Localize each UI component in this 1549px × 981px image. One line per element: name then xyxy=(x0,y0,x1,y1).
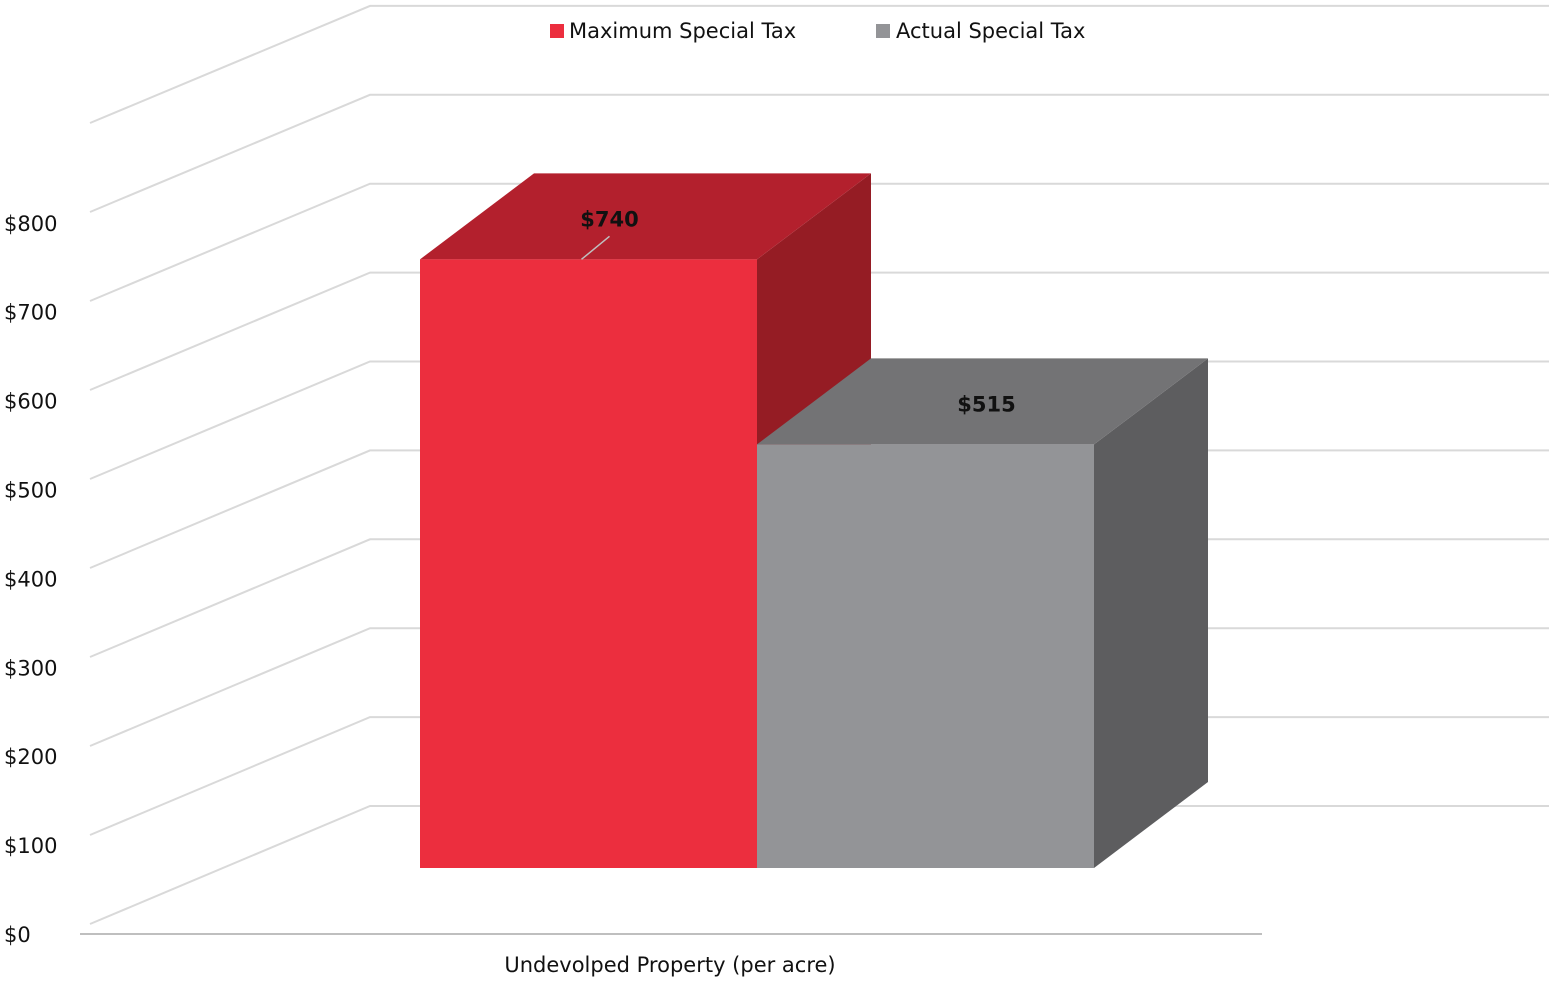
chart-legend: Maximum Special Tax Actual Special Tax xyxy=(550,19,1085,43)
legend-label: Maximum Special Tax xyxy=(569,19,796,43)
gridline xyxy=(89,4,1549,124)
x-tick-label: Undevolped Property (per acre) xyxy=(504,953,835,977)
y-tick-label: $200 xyxy=(4,745,57,769)
bar-top xyxy=(757,358,1208,445)
bar-front xyxy=(420,259,757,869)
bar-actual-special-tax: $515 xyxy=(757,358,1208,868)
bar-top xyxy=(420,173,871,260)
data-label: $515 xyxy=(957,392,1015,416)
y-tick-label: $600 xyxy=(4,390,57,414)
legend-swatch xyxy=(550,24,564,38)
y-tick-label: $0 xyxy=(4,923,31,947)
data-label-leader xyxy=(581,235,610,260)
chart-gridlines xyxy=(89,4,1549,925)
legend-item-maximum-special-tax: Maximum Special Tax xyxy=(550,19,796,43)
y-tick-label: $500 xyxy=(4,479,57,503)
bar-front xyxy=(757,444,1094,868)
legend-label: Actual Special Tax xyxy=(896,19,1085,43)
y-tick-label: $400 xyxy=(4,567,57,591)
legend-item-actual-special-tax: Actual Special Tax xyxy=(876,19,1085,43)
gridline xyxy=(89,93,1549,213)
legend-swatch xyxy=(876,24,890,38)
y-tick-label: $700 xyxy=(4,301,57,325)
chart-bars: $740 $515 xyxy=(420,173,1208,869)
y-tick-label: $800 xyxy=(4,212,57,236)
x-axis: Undevolped Property (per acre) xyxy=(80,933,1262,977)
bar-side xyxy=(1094,358,1208,868)
data-label: $740 xyxy=(580,207,638,231)
y-axis: $0 $100 $200 $300 $400 $500 $600 $700 $800 xyxy=(4,212,57,947)
y-tick-label: $300 xyxy=(4,656,57,680)
y-tick-label: $100 xyxy=(4,834,57,858)
gridline xyxy=(89,271,1549,391)
gridline xyxy=(89,182,1549,302)
